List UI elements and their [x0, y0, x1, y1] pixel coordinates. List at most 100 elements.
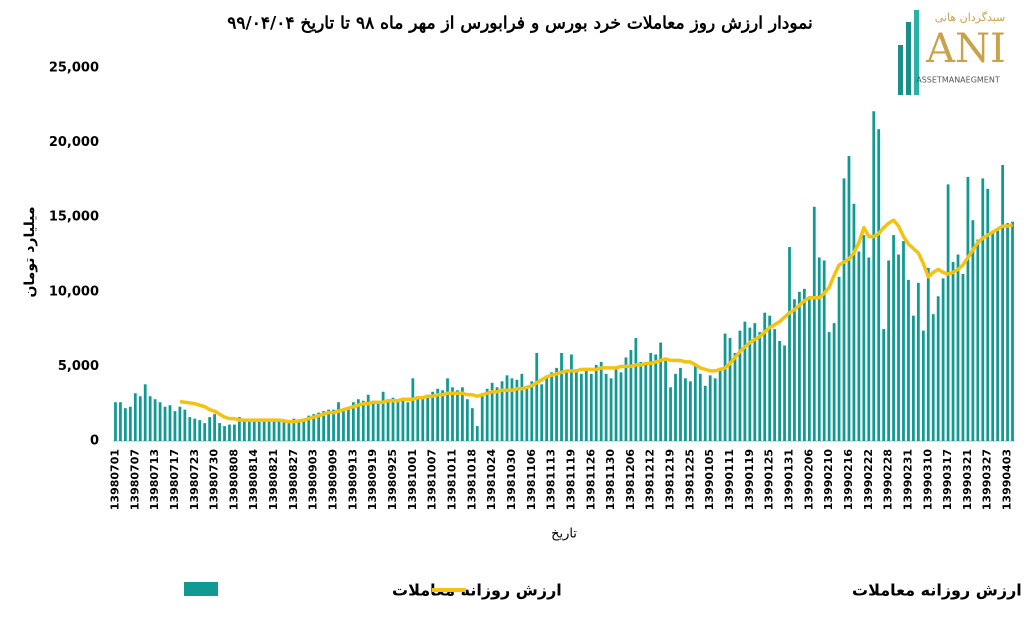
x-tick-label: 13980827 [287, 449, 300, 510]
bar [669, 387, 672, 441]
bar [634, 338, 638, 441]
x-tick-label: 13990125 [763, 449, 776, 510]
x-tick-label: 13981011 [445, 449, 458, 510]
logo-tagline: ASSETMANAEGMENT [916, 76, 1000, 85]
legend-swatch [184, 582, 218, 596]
bar [198, 420, 202, 441]
bar [817, 257, 821, 441]
x-tick-label: 13981024 [485, 449, 498, 511]
bar [931, 314, 935, 441]
bar [138, 396, 142, 441]
bar [882, 329, 886, 441]
bar [624, 357, 628, 441]
plot-area: 0 5,000 10,000 15,000 20,000 25,000 13980701 13… [49, 61, 1015, 511]
bar [128, 406, 132, 441]
bar [604, 373, 608, 441]
bar [659, 342, 663, 441]
x-tick-label: 13981030 [505, 449, 518, 511]
logo: سبدگردان هانی ANI ASSETMANAEGMENT [898, 10, 1006, 95]
bar [862, 235, 866, 441]
bar [317, 412, 321, 441]
bar [639, 361, 643, 441]
bar [560, 352, 563, 441]
bar [688, 381, 692, 441]
x-tick-label: 13980909 [327, 449, 340, 510]
bar [589, 373, 593, 441]
bar [847, 156, 851, 441]
x-tick-label: 13981106 [525, 449, 538, 511]
bar [158, 402, 162, 441]
bar [609, 378, 613, 441]
bar [228, 424, 231, 441]
bar [371, 403, 375, 441]
bar [213, 414, 216, 441]
bar [475, 426, 479, 441]
bar [233, 424, 236, 441]
bar [664, 360, 667, 441]
x-tick-label: 13980701 [108, 449, 121, 510]
bar [614, 367, 618, 441]
bar [332, 409, 335, 441]
bar [406, 402, 410, 441]
x-tick-label: 13980808 [227, 449, 240, 510]
x-tick-label: 13990317 [941, 449, 954, 510]
bar [570, 354, 573, 441]
bar [832, 323, 836, 441]
legend-label: میانگین متحرک ۱۴ روزه ارزش روزانه معاملا… [852, 581, 1028, 600]
y-tick-label: 20,000 [49, 135, 99, 150]
bar [783, 345, 786, 441]
line [179, 218, 1014, 424]
x-tick-label: 13990111 [723, 449, 736, 510]
bar [599, 361, 603, 441]
bar [183, 409, 187, 441]
x-tick-label: 13981219 [664, 449, 677, 510]
bar [500, 381, 504, 441]
bar [307, 415, 311, 441]
bar [535, 352, 539, 441]
bar [421, 397, 425, 441]
y-tick-label: 25,000 [49, 61, 99, 76]
bar [966, 176, 970, 441]
bar [446, 378, 449, 441]
bar [857, 251, 861, 441]
bar [515, 379, 519, 441]
bar [907, 279, 910, 441]
bar [337, 402, 340, 441]
bar [312, 414, 316, 441]
bar [956, 254, 960, 441]
bar [505, 375, 509, 441]
bar [996, 230, 1000, 441]
bar [203, 423, 207, 441]
bar [188, 417, 192, 441]
bar [921, 330, 925, 441]
bar [287, 423, 291, 441]
bar [575, 369, 578, 441]
bar [1001, 164, 1004, 442]
bar [163, 406, 167, 441]
bar [297, 421, 301, 441]
bar [812, 206, 816, 441]
x-tick-label: 13981126 [584, 449, 597, 511]
bar [654, 354, 658, 441]
bar [277, 418, 281, 441]
x-tick-label: 13990222 [862, 449, 875, 510]
bar [401, 397, 405, 441]
x-tick-label: 13981130 [604, 449, 617, 511]
x-tick-label: 13990131 [783, 449, 796, 510]
bar [565, 370, 568, 441]
bar [223, 426, 226, 441]
bar [738, 330, 742, 441]
bar [753, 323, 757, 441]
bar [495, 387, 499, 441]
bar [272, 421, 276, 441]
bar [991, 232, 995, 441]
x-tick-label: 13981119 [564, 449, 577, 510]
x-tick-label: 13981212 [644, 449, 657, 510]
y-tick-label: 10,000 [49, 284, 99, 299]
bar [327, 409, 330, 441]
bar [981, 178, 985, 441]
bar [124, 408, 127, 441]
bar [292, 418, 296, 441]
bar [986, 188, 990, 441]
bar [267, 421, 271, 441]
